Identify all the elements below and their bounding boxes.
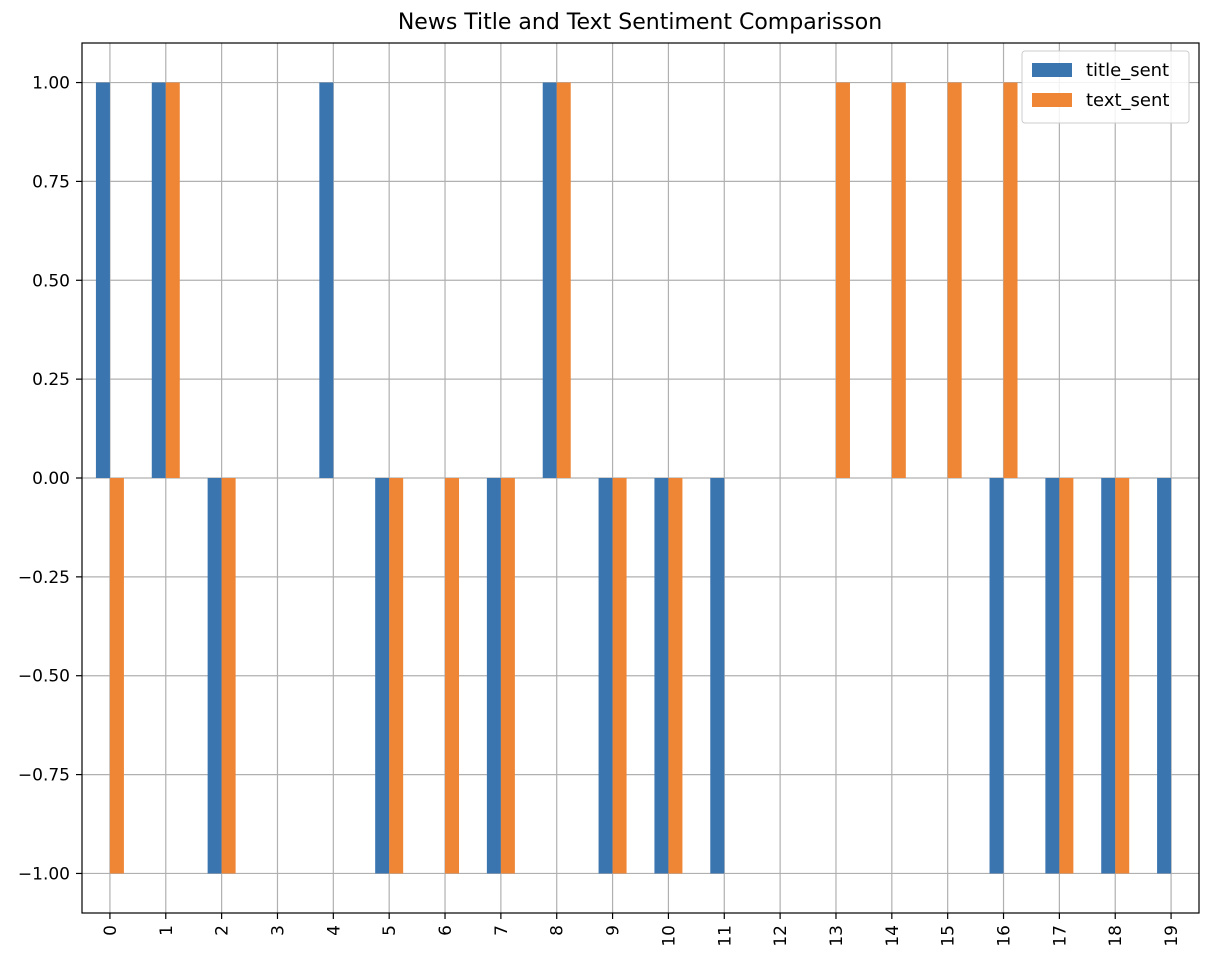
y-tick-label: −0.50 <box>18 667 70 687</box>
bar-text_sent-2 <box>221 478 236 874</box>
axes: 1.00 0.75 0.50 0.25 0.00 −0.25 −0.50 −0.75 −1.00… <box>18 42 1200 947</box>
bar-text_sent-10 <box>668 478 683 874</box>
bar-title_sent-10 <box>654 478 669 874</box>
legend-label-text_sent: text_sent <box>1086 90 1169 111</box>
y-tick-label: 0.00 <box>32 469 70 489</box>
bar-title_sent-18 <box>1101 478 1116 874</box>
legend-swatch-text_sent <box>1032 93 1072 107</box>
bar-text_sent-17 <box>1059 478 1074 874</box>
x-tick-label: 3 <box>268 925 288 936</box>
x-tick-label: 5 <box>380 925 400 936</box>
bar-title_sent-19 <box>1157 478 1172 874</box>
grid <box>82 43 1199 913</box>
bar-title_sent-0 <box>95 82 110 478</box>
bar-text_sent-16 <box>1003 82 1018 478</box>
bar-text_sent-8 <box>556 82 571 478</box>
bar-title_sent-8 <box>542 82 557 478</box>
y-tick-label: 1.00 <box>32 74 70 94</box>
bar-title_sent-11 <box>710 478 725 874</box>
y-tick-label: 0.50 <box>32 271 70 291</box>
bar-title_sent-17 <box>1045 478 1060 874</box>
bar-title_sent-5 <box>375 478 390 874</box>
legend-swatch-title_sent <box>1032 63 1072 77</box>
bar-title_sent-2 <box>207 478 222 874</box>
x-tick-label: 19 <box>1162 925 1182 947</box>
y-tick-label: −1.00 <box>18 864 70 884</box>
bar-title_sent-9 <box>598 478 613 874</box>
x-tick-label: 18 <box>1106 925 1126 947</box>
bar-text_sent-13 <box>835 82 850 478</box>
x-tick-label: 17 <box>1050 925 1070 947</box>
x-tick-label: 12 <box>771 925 791 947</box>
bar-text_sent-9 <box>612 478 627 874</box>
x-tick-label: 8 <box>548 925 568 936</box>
bar-text_sent-15 <box>947 82 962 478</box>
x-tick-label: 6 <box>436 925 456 936</box>
bar-title_sent-1 <box>151 82 166 478</box>
bar-text_sent-6 <box>445 478 460 874</box>
x-tick-label: 16 <box>995 925 1015 947</box>
x-tick-label: 10 <box>659 925 679 947</box>
x-tick-label: 9 <box>604 925 624 936</box>
y-tick-label: 0.25 <box>32 370 70 390</box>
bar-text_sent-7 <box>500 478 515 874</box>
bar-title_sent-16 <box>989 478 1004 874</box>
x-tick-label: 0 <box>101 925 121 936</box>
x-tick-label: 14 <box>883 925 903 947</box>
y-tick-label: −0.75 <box>18 766 70 786</box>
x-tick-label: 7 <box>492 925 512 936</box>
x-tick-label: 4 <box>324 925 344 936</box>
bar-title_sent-4 <box>319 82 334 478</box>
x-tick-label: 15 <box>939 925 959 947</box>
chart-title: News Title and Text Sentiment Comparisso… <box>398 10 882 35</box>
bar-text_sent-14 <box>891 82 906 478</box>
x-tick-label: 11 <box>715 925 735 947</box>
legend: title_sent text_sent <box>1021 50 1190 124</box>
y-tick-label: 0.75 <box>32 172 70 192</box>
bar-text_sent-1 <box>165 82 180 478</box>
bar-text_sent-0 <box>109 478 124 874</box>
bar-text_sent-5 <box>389 478 404 874</box>
bar-text_sent-18 <box>1115 478 1130 874</box>
x-tick-label: 1 <box>157 925 177 936</box>
x-tick-label: 2 <box>213 925 233 936</box>
x-tick-label: 13 <box>827 925 847 947</box>
bars <box>95 82 1172 874</box>
bar-title_sent-7 <box>486 478 501 874</box>
legend-label-title_sent: title_sent <box>1086 60 1169 81</box>
y-tick-label: −0.25 <box>18 568 70 588</box>
